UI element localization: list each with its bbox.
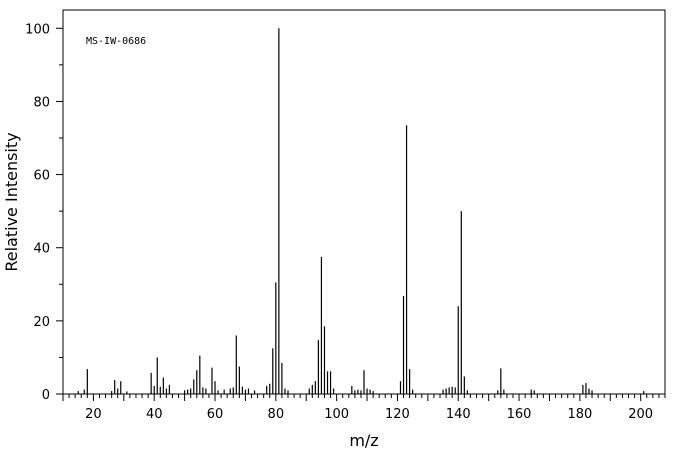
x-tick-label: 40	[146, 407, 163, 422]
x-tick-label: 20	[85, 407, 102, 422]
y-axis-title: Relative Intensity	[2, 132, 21, 271]
x-axis-title: m/z	[349, 431, 378, 450]
y-tick-label: 60	[33, 169, 50, 184]
x-tick-label: 160	[507, 407, 532, 422]
x-tick-label: 120	[385, 407, 410, 422]
y-tick-label: 40	[33, 242, 50, 257]
y-tick-label: 0	[42, 388, 50, 403]
y-tick-label: 100	[25, 22, 50, 37]
x-tick-label: 80	[268, 407, 285, 422]
x-tick-label: 60	[207, 407, 224, 422]
x-tick-label: 140	[446, 407, 471, 422]
y-tick-label: 80	[33, 95, 50, 110]
x-axis-ticks: 20 40 60 80 100 120 140 160 180 200	[62, 394, 666, 422]
annotation-label: MS-IW-0686	[86, 36, 146, 47]
y-axis-ticks: 0 20 40 60 80 100	[25, 22, 63, 403]
y-tick-label: 20	[33, 315, 50, 330]
x-tick-label: 180	[567, 407, 592, 422]
spectrum-peaks	[77, 28, 645, 394]
x-tick-label: 200	[628, 407, 653, 422]
plot-frame	[62, 9, 666, 395]
x-tick-label: 100	[324, 407, 349, 422]
